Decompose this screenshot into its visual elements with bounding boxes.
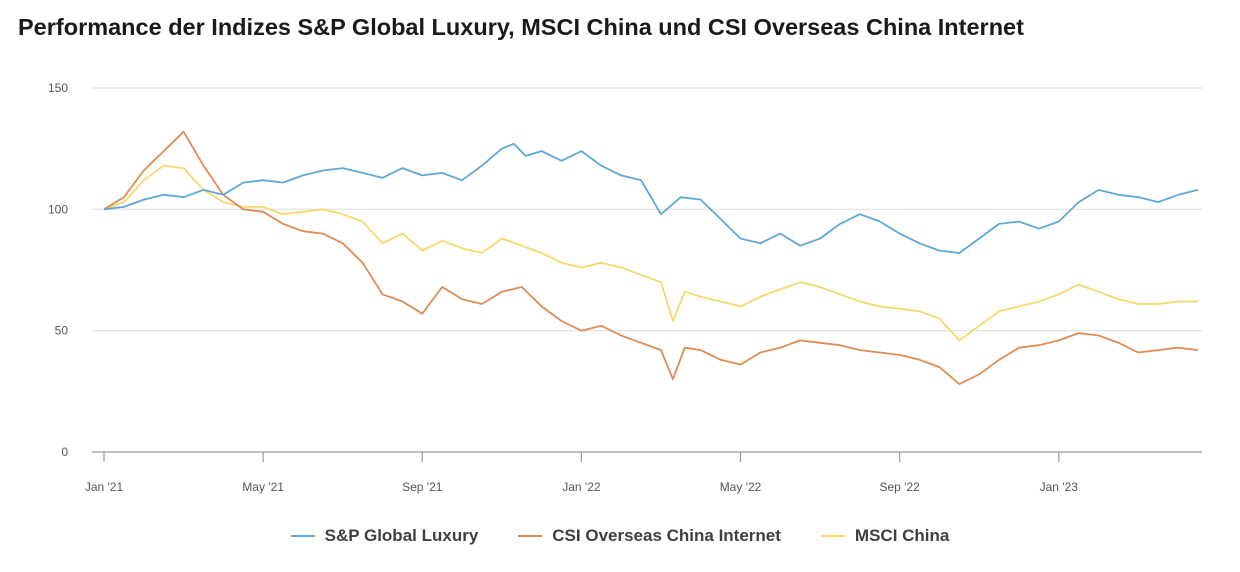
legend: S&P Global Luxury CSI Overseas China Int… bbox=[0, 526, 1240, 546]
x-tick-label: May '22 bbox=[720, 480, 762, 494]
legend-label-china: MSCI China bbox=[854, 526, 950, 545]
chart-title: Performance der Indizes S&P Global Luxur… bbox=[18, 14, 1024, 40]
x-axis: Jan '21 May '21 Sep '21 Jan '22 May '22 Sep '… bbox=[85, 451, 1202, 494]
x-tick-label: Sep '21 bbox=[402, 480, 443, 494]
legend-item-internet[interactable]: CSI Overseas China Internet bbox=[518, 526, 781, 546]
x-tick-label: May '21 bbox=[242, 480, 284, 494]
series-lines bbox=[103, 130, 1199, 385]
series-line-internet bbox=[103, 130, 1199, 385]
line-chart: 0 50 100 150 Jan '21 May '21 Sep '21 Jan '22 Ma… bbox=[48, 81, 1202, 494]
legend-swatch-china bbox=[820, 535, 845, 537]
x-tick-label: Jan '22 bbox=[562, 480, 601, 494]
grid-lines bbox=[92, 87, 1202, 332]
series-line-luxury bbox=[103, 142, 1199, 254]
x-tick-label: Jan '21 bbox=[85, 480, 124, 494]
y-tick-label: 50 bbox=[55, 324, 69, 338]
legend-label-internet: CSI Overseas China Internet bbox=[552, 526, 781, 545]
y-tick-label: 0 bbox=[61, 445, 68, 459]
y-tick-label: 150 bbox=[48, 81, 68, 95]
legend-swatch-internet bbox=[518, 535, 543, 537]
legend-swatch-luxury bbox=[290, 535, 315, 537]
legend-item-luxury[interactable]: S&P Global Luxury bbox=[290, 526, 479, 546]
series-line-china bbox=[103, 164, 1198, 342]
x-tick-label: Sep '22 bbox=[879, 480, 920, 494]
x-tick-label: Jan '23 bbox=[1040, 480, 1079, 494]
y-axis-ticks: 0 50 100 150 bbox=[48, 81, 68, 459]
legend-item-china[interactable]: MSCI China bbox=[820, 526, 950, 546]
y-tick-label: 100 bbox=[48, 202, 68, 216]
legend-label-luxury: S&P Global Luxury bbox=[324, 526, 479, 545]
